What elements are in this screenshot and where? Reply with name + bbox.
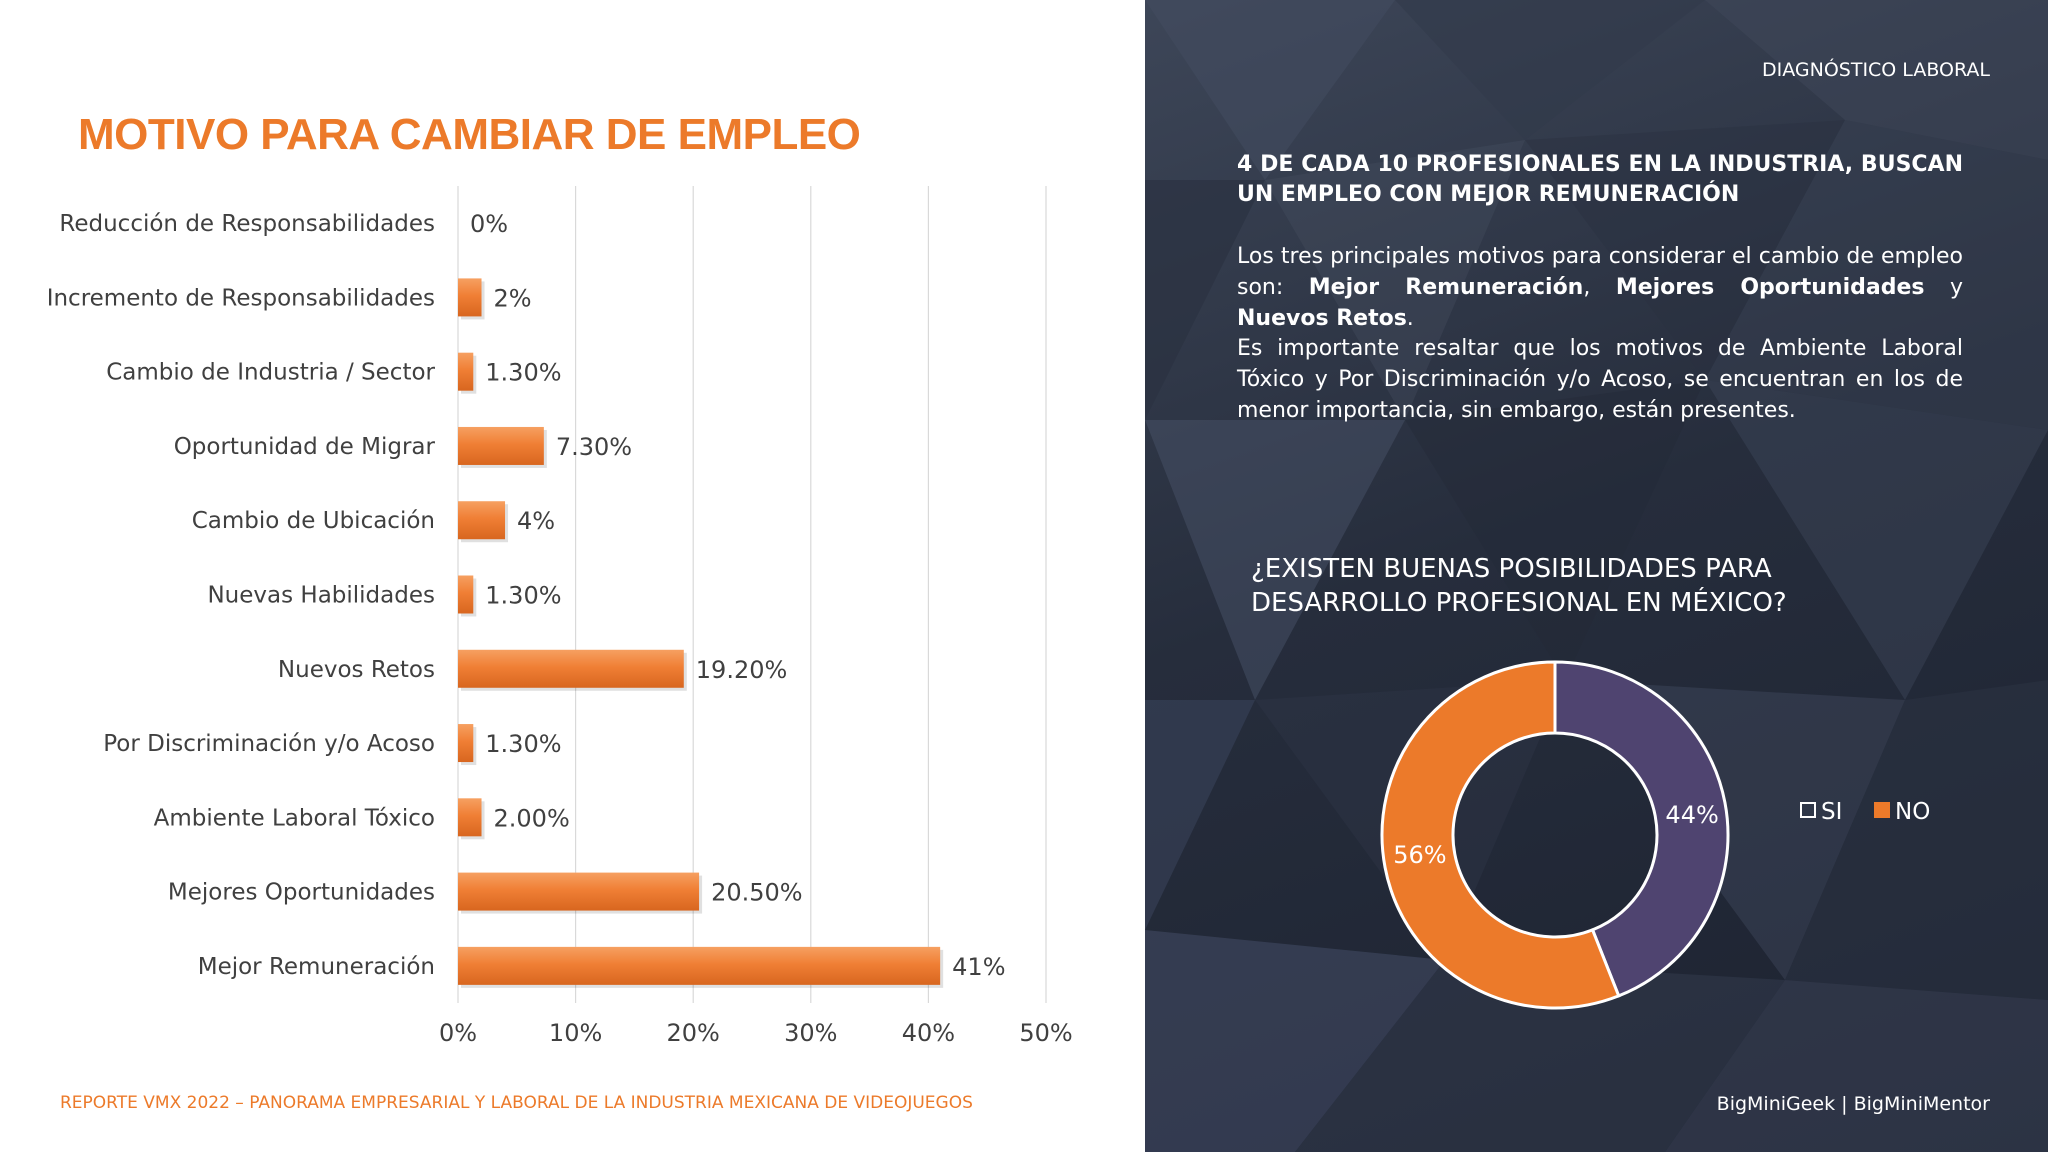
bar: [458, 649, 684, 688]
x-tick-label: 0%: [439, 1019, 477, 1047]
paragraph-main-reasons: Los tres principales motivos para consid…: [1237, 241, 1963, 334]
category-label: Nuevos Retos: [278, 657, 435, 683]
bar-chart: 0% 10% 20% 30% 40% 50% Reducción de Responsabi…: [47, 186, 1073, 1047]
reason-2: Mejores Oportunidades: [1615, 275, 1925, 300]
report-footer: REPORTE VMX 2022 – PANORAMA EMPRESARIAL …: [60, 1093, 973, 1113]
right-panel: DIAGNÓSTICO LABORAL 4 DE CADA 10 PROFESI…: [1145, 0, 2048, 1152]
left-panel: MOTIVO PARA CAMBIAR DE EMPLEO 0% 10% 20% 30…: [46, 110, 1073, 1113]
donut-data-label: 44%: [1665, 801, 1718, 829]
legend-label: SI: [1821, 799, 1842, 825]
legend-swatch: [1800, 802, 1816, 818]
data-label: 20.50%: [711, 879, 803, 907]
data-label: 19.20%: [696, 656, 788, 684]
category-label: Cambio de Ubicación: [192, 508, 435, 534]
x-tick-label: 40%: [902, 1019, 955, 1047]
data-label: 41%: [952, 953, 1005, 981]
paragraph-prefix: Los tres principales motivos para consid…: [1237, 244, 1963, 300]
donut-slice: [1553, 660, 1730, 998]
data-label: 2.00%: [494, 804, 570, 832]
bar: [458, 501, 506, 540]
x-tick-label: 10%: [549, 1019, 602, 1047]
paragraph-minor-reasons: Es importante resaltar que los motivos d…: [1237, 336, 1963, 423]
donut-slice: [1380, 660, 1621, 1010]
x-tick-label: 50%: [1019, 1019, 1072, 1047]
reason-1: Mejor Remuneración: [1308, 275, 1584, 300]
bar: [458, 426, 544, 465]
bar: [458, 278, 482, 317]
category-label: Ambiente Laboral Tóxico: [154, 805, 435, 831]
bar: [458, 798, 482, 837]
category-label: Por Discriminación y/o Acoso: [103, 731, 435, 757]
bar: [458, 575, 474, 614]
bar: [458, 946, 941, 985]
bar: [458, 352, 474, 391]
donut-chart: 44% 56% SI NO: [1380, 660, 1930, 1010]
data-label: 0%: [470, 210, 508, 238]
x-tick-label: 20%: [667, 1019, 720, 1047]
category-label: Reducción de Responsabilidades: [59, 211, 435, 237]
credit-line: BigMiniGeek | BigMiniMentor: [1716, 1093, 1990, 1115]
category-label: Nuevas Habilidades: [207, 583, 435, 609]
separator-1: ,: [1583, 275, 1616, 300]
legend-swatch: [1874, 802, 1890, 818]
bar: [458, 724, 474, 763]
category-label: Mejores Oportunidades: [168, 880, 435, 906]
donut-title: ¿EXISTEN BUENAS POSIBILIDADES PARA DESAR…: [1251, 554, 1787, 618]
headline: 4 DE CADA 10 PROFESIONALES EN LA INDUSTR…: [1237, 152, 1963, 207]
category-label: Incremento de Responsabilidades: [47, 285, 435, 311]
bar: [458, 872, 700, 911]
paragraph-suffix: .: [1406, 306, 1414, 331]
donut-data-label: 56%: [1393, 841, 1446, 869]
page-title: MOTIVO PARA CAMBIAR DE EMPLEO: [78, 110, 861, 159]
data-label: 2%: [494, 284, 532, 312]
category-label: Oportunidad de Migrar: [174, 434, 436, 460]
category-label: Mejor Remuneración: [198, 954, 435, 980]
data-label: 1.30%: [485, 359, 561, 387]
category-label: Cambio de Industria / Sector: [106, 360, 435, 386]
data-label: 4%: [517, 507, 555, 535]
data-label: 7.30%: [556, 433, 632, 461]
separator-2: y: [1924, 275, 1963, 300]
data-label: 1.30%: [485, 582, 561, 610]
section-label: DIAGNÓSTICO LABORAL: [1761, 59, 1990, 81]
legend-label: NO: [1895, 799, 1930, 825]
data-label: 1.30%: [485, 730, 561, 758]
x-tick-label: 30%: [784, 1019, 837, 1047]
reason-3: Nuevos Retos: [1237, 306, 1407, 331]
